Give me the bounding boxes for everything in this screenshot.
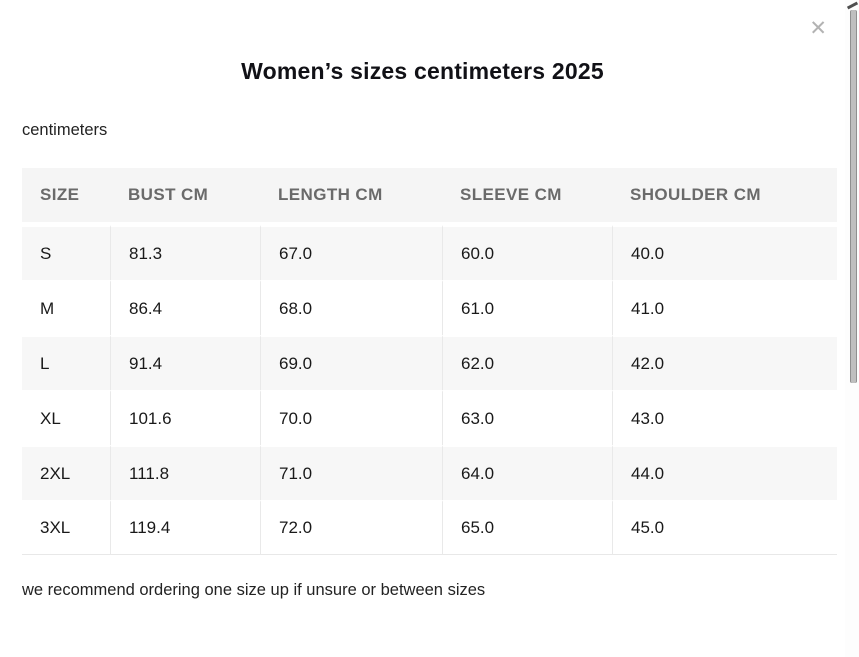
column-header: SLEEVE CM: [442, 168, 612, 225]
value-cell: 111.8: [110, 445, 260, 500]
size-cell: XL: [22, 390, 110, 445]
value-cell: 91.4: [110, 335, 260, 390]
value-cell: 68.0: [260, 280, 442, 335]
unit-label: centimeters: [22, 121, 108, 139]
value-cell: 71.0: [260, 445, 442, 500]
value-cell: 40.0: [612, 225, 837, 280]
table-row: L 91.4 69.0 62.0 42.0: [22, 335, 837, 390]
table-header: SIZE BUST CM LENGTH CM SLEEVE CM SHOULDER CM: [22, 168, 837, 225]
corner-mark: [846, 1, 859, 10]
column-header: LENGTH CM: [260, 168, 442, 225]
value-cell: 41.0: [612, 280, 837, 335]
value-cell: 72.0: [260, 500, 442, 555]
column-header: SHOULDER CM: [612, 168, 837, 225]
size-cell: L: [22, 335, 110, 390]
value-cell: 43.0: [612, 390, 837, 445]
value-cell: 44.0: [612, 445, 837, 500]
table-row: 2XL 111.8 71.0 64.0 44.0: [22, 445, 837, 500]
table-row: 3XL 119.4 72.0 65.0 45.0: [22, 500, 837, 555]
value-cell: 67.0: [260, 225, 442, 280]
footer-note: we recommend ordering one size up if uns…: [22, 581, 486, 599]
value-cell: 101.6: [110, 390, 260, 445]
value-cell: 119.4: [110, 500, 260, 555]
scrollbar-thumb[interactable]: [850, 10, 857, 383]
close-icon[interactable]: ✕: [809, 16, 827, 40]
value-cell: 63.0: [442, 390, 612, 445]
value-cell: 86.4: [110, 280, 260, 335]
value-cell: 61.0: [442, 280, 612, 335]
column-header: SIZE: [22, 168, 110, 225]
size-cell: S: [22, 225, 110, 280]
size-chart-table: SIZE BUST CM LENGTH CM SLEEVE CM SHOULDER CM…: [22, 168, 837, 555]
size-cell: 2XL: [22, 445, 110, 500]
value-cell: 81.3: [110, 225, 260, 280]
modal-title: Women’s sizes centimeters 2025: [241, 58, 604, 84]
value-cell: 60.0: [442, 225, 612, 280]
value-cell: 42.0: [612, 335, 837, 390]
size-cell: 3XL: [22, 500, 110, 555]
column-header: BUST CM: [110, 168, 260, 225]
value-cell: 65.0: [442, 500, 612, 555]
value-cell: 70.0: [260, 390, 442, 445]
value-cell: 62.0: [442, 335, 612, 390]
value-cell: 45.0: [612, 500, 837, 555]
size-cell: M: [22, 280, 110, 335]
table-row: S 81.3 67.0 60.0 40.0: [22, 225, 837, 280]
scrollbar-track: [845, 0, 859, 657]
table-row: XL 101.6 70.0 63.0 43.0: [22, 390, 837, 445]
value-cell: 69.0: [260, 335, 442, 390]
value-cell: 64.0: [442, 445, 612, 500]
table-row: M 86.4 68.0 61.0 41.0: [22, 280, 837, 335]
